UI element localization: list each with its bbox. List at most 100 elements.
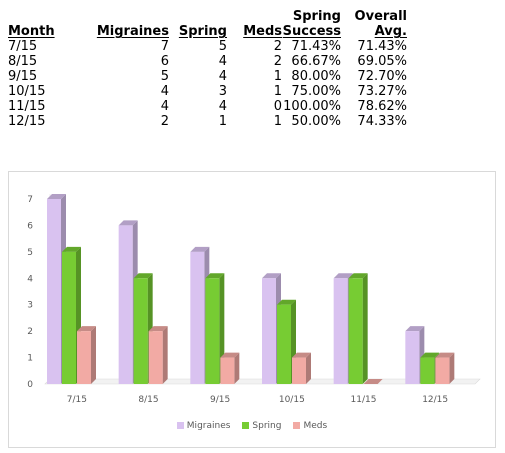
cell-meds: 1	[273, 114, 282, 129]
cell-spring-success: 75.00%	[291, 84, 341, 99]
legend-swatch	[176, 422, 184, 429]
table-row: 9/15 5 4 1 80.00% 72.70%	[8, 69, 407, 84]
cell-month: 12/15	[8, 114, 46, 129]
table-header-row: Month Migraines Spring Meds Spring Succe…	[8, 9, 407, 39]
y-tick-label: 4	[27, 274, 33, 284]
cell-spring-success: 100.00%	[283, 99, 341, 114]
header-spring-success: Spring Success	[282, 9, 341, 39]
cell-migraines: 4	[160, 84, 169, 99]
chart-legend: Migraines Spring Meds	[9, 421, 495, 431]
bar-spring	[348, 278, 363, 384]
y-tick-label: 7	[27, 195, 33, 205]
cell-month: 7/15	[8, 39, 38, 54]
bar-top-migraines	[190, 246, 210, 252]
bar-top-migraines	[405, 326, 425, 332]
bar-top-meds	[292, 352, 311, 358]
bar-migraines	[262, 278, 276, 384]
cell-overall-avg: 69.05%	[357, 54, 407, 69]
table-row: 8/15 6 4 2 66.67% 69.05%	[8, 54, 407, 69]
bar-side-meds	[449, 352, 455, 384]
bar-meds	[77, 331, 91, 384]
bar-spring	[277, 304, 291, 384]
legend-label: Spring	[252, 421, 282, 431]
bar-top-spring	[62, 246, 81, 252]
legend-swatch	[293, 422, 301, 429]
bar-top-migraines	[118, 220, 138, 226]
migraine-summary-table: Month Migraines Spring Meds Spring Succe…	[8, 9, 407, 129]
header-month: Month	[8, 24, 55, 39]
bar-meds	[435, 357, 450, 384]
bar-top-spring	[133, 273, 153, 279]
cell-migraines: 6	[160, 54, 169, 69]
cell-spring-success: 80.00%	[291, 69, 341, 84]
cell-overall-avg: 74.33%	[357, 114, 407, 129]
table-row: 11/15 4 4 0 100.00% 78.62%	[8, 99, 407, 114]
cell-spring: 5	[218, 39, 227, 54]
bar-side-meds	[306, 352, 311, 384]
cell-meds: 2	[273, 39, 282, 54]
cell-overall-avg: 78.62%	[357, 99, 407, 114]
cell-meds: 1	[273, 69, 282, 84]
bar-top-meds	[220, 352, 240, 358]
table-row: 12/15 2 1 1 50.00% 74.33%	[8, 114, 407, 129]
bar-spring	[133, 278, 148, 384]
bar-top-spring	[420, 352, 440, 358]
table-row: 7/15 7 5 2 71.43% 71.43%	[8, 39, 407, 54]
bar-top-migraines	[47, 194, 66, 199]
table-body: 7/15 7 5 2 71.43% 71.43% 8/15 6 4 2 66.67% 69.05% 9/…	[8, 39, 407, 129]
bar-meds	[220, 357, 235, 384]
bar-migraines	[118, 225, 133, 384]
bar-top-meds	[363, 379, 383, 384]
bar-migraines	[333, 278, 348, 384]
bar-migraines	[190, 251, 205, 384]
bar-spring	[62, 251, 76, 384]
cell-spring-success: 66.67%	[291, 54, 341, 69]
y-tick-label: 6	[27, 221, 33, 231]
y-tick-label: 0	[27, 380, 33, 390]
cell-month: 11/15	[8, 99, 46, 114]
cell-migraines: 4	[160, 99, 169, 114]
legend-label: Meds	[303, 421, 328, 431]
bar-side-meds	[234, 352, 240, 384]
cell-month: 8/15	[8, 54, 38, 69]
header-overall-avg: Overall Avg.	[354, 9, 407, 39]
y-tick-label: 3	[27, 301, 33, 311]
cell-meds: 0	[273, 99, 282, 114]
bar-migraines	[405, 331, 420, 384]
cell-spring-success: 50.00%	[291, 114, 341, 129]
bar-top-migraines	[333, 273, 353, 279]
cell-meds: 1	[273, 84, 282, 99]
legend-label: Migraines	[186, 421, 231, 431]
x-tick-label: 7/15	[67, 395, 87, 405]
bar-top-migraines	[262, 273, 281, 279]
cell-overall-avg: 73.27%	[357, 84, 407, 99]
cell-spring: 4	[218, 99, 227, 114]
bar-migraines	[47, 199, 61, 384]
bar-meds	[292, 357, 306, 384]
header-meds: Meds	[243, 24, 282, 39]
header-migraines: Migraines	[96, 24, 169, 39]
legend-item-spring: Spring	[242, 421, 281, 431]
bar-top-spring	[205, 273, 225, 279]
bar-side-meds	[162, 326, 168, 384]
bar-top-meds	[148, 326, 168, 332]
x-tick-label: 12/15	[422, 395, 448, 405]
legend-swatch	[242, 422, 250, 429]
cell-overall-avg: 72.70%	[357, 69, 407, 84]
cell-month: 10/15	[8, 84, 46, 99]
chart-plot: 0 1 2 3 4 5 6 7 7/15 8/15 9/15 10/15 11/15 12/15	[27, 194, 481, 405]
bar-top-meds	[435, 352, 455, 358]
bar-spring	[420, 357, 435, 384]
x-tick-label: 10/15	[279, 395, 305, 405]
bar-top-spring	[277, 299, 296, 305]
cell-overall-avg: 71.43%	[357, 39, 407, 54]
header-spring: Spring	[178, 24, 227, 39]
y-tick-label: 5	[27, 248, 33, 258]
cell-migraines: 7	[160, 39, 169, 54]
cell-spring: 3	[218, 84, 227, 99]
bar-side-meds	[91, 326, 96, 384]
legend-item-meds: Meds	[293, 421, 327, 431]
cell-spring: 4	[218, 69, 227, 84]
migraine-chart: 0 1 2 3 4 5 6 7 7/15 8/15 9/15 10/15 11/15 12/15 Migr…	[8, 171, 496, 448]
table-row: 10/15 4 3 1 75.00% 73.27%	[8, 84, 407, 99]
